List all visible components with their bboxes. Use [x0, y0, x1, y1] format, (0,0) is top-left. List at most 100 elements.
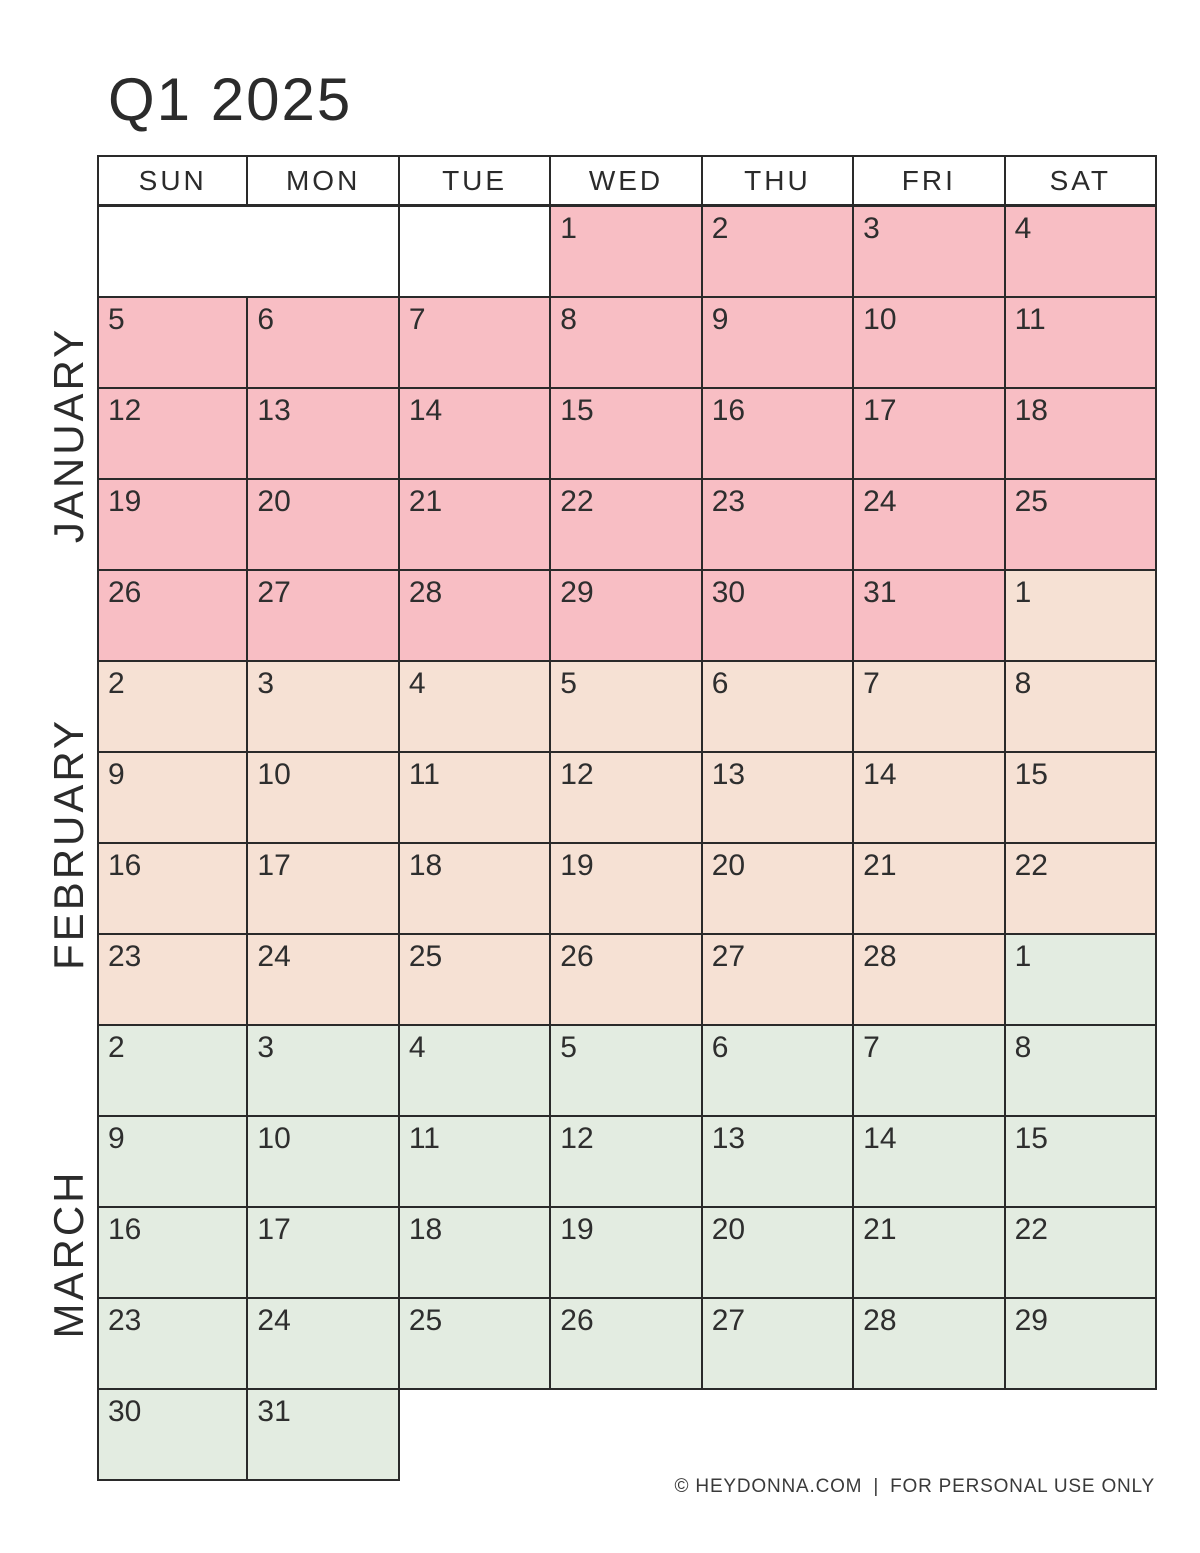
day-cell-january-27: 27 — [248, 571, 400, 662]
day-cell-march-10: 10 — [248, 1117, 400, 1208]
day-cell-february-23: 23 — [97, 935, 249, 1026]
day-cell-january-28: 28 — [399, 571, 552, 662]
blank-cell — [97, 207, 400, 298]
week-row-4: 19 20 21 22 23 24 25 — [97, 480, 1157, 571]
day-cell-march-27: 27 — [702, 1299, 855, 1390]
day-cell-february-18: 18 — [399, 844, 552, 935]
day-number: 6 — [257, 303, 275, 336]
day-number: 14 — [863, 1122, 897, 1155]
day-cell-february-7: 7 — [854, 662, 1006, 753]
day-number: 2 — [711, 212, 729, 245]
day-number: 26 — [560, 1304, 594, 1337]
month-label-march: MARCH — [45, 1169, 92, 1338]
day-number: 27 — [711, 940, 746, 973]
day-cell-january-2: 2 — [702, 207, 855, 298]
day-number: 9 — [711, 303, 729, 336]
day-number: 31 — [863, 576, 897, 609]
day-cell-march-13: 13 — [702, 1117, 855, 1208]
day-number: 10 — [257, 1122, 291, 1155]
day-number: 2 — [108, 667, 125, 700]
day-cell-january-5: 5 — [97, 298, 249, 389]
day-cell-january-16: 16 — [702, 389, 855, 480]
day-cell-february-22: 22 — [1005, 844, 1157, 935]
day-cell-march-6: 6 — [702, 1026, 855, 1117]
day-cell-january-11: 11 — [1005, 298, 1157, 389]
day-number: 9 — [108, 758, 125, 791]
day-number: 26 — [108, 576, 142, 609]
day-cell-february-16: 16 — [97, 844, 249, 935]
day-cell-march-5: 5 — [551, 1026, 703, 1117]
day-cell-january-13: 13 — [248, 389, 400, 480]
day-cell-february-19: 19 — [551, 844, 703, 935]
day-cell-january-31: 31 — [854, 571, 1006, 662]
day-cell-february-2: 2 — [97, 662, 249, 753]
week-row-11: 9 10 11 12 13 14 15 — [97, 1117, 1157, 1208]
day-number: 7 — [408, 303, 426, 336]
footer-copyright: © HEYDONNA.COM — [674, 1476, 863, 1497]
day-number: 28 — [863, 1304, 897, 1337]
day-number: 4 — [408, 667, 426, 700]
day-number: 31 — [257, 1395, 291, 1428]
day-cell-february-1: 1 — [1005, 571, 1157, 662]
day-number: 11 — [1014, 303, 1046, 336]
day-cell-january-21: 21 — [399, 480, 552, 571]
day-cell-march-2: 2 — [97, 1026, 249, 1117]
day-number: 2 — [108, 1031, 125, 1064]
day-number: 12 — [560, 1122, 594, 1155]
week-row-12: 16 17 18 19 20 21 22 — [97, 1208, 1157, 1299]
day-cell-january-26: 26 — [97, 571, 249, 662]
day-number: 3 — [863, 212, 880, 245]
day-number: 5 — [560, 1031, 577, 1064]
day-cell-february-17: 17 — [248, 844, 400, 935]
day-number: 19 — [108, 485, 142, 518]
day-cell-january-29: 29 — [551, 571, 703, 662]
week-row-7: 9 10 11 12 13 14 15 — [97, 753, 1157, 844]
day-cell-january-15: 15 — [551, 389, 703, 480]
week-row-8: 16 17 18 19 20 21 22 — [97, 844, 1157, 935]
day-cell-january-19: 19 — [97, 480, 249, 571]
day-number: 18 — [408, 1213, 443, 1246]
day-cell-february-28: 28 — [854, 935, 1006, 1026]
day-number: 21 — [863, 849, 897, 882]
weekday-header-fri: FRI — [854, 155, 1006, 207]
day-number: 5 — [108, 303, 125, 336]
day-number: 7 — [863, 1031, 880, 1064]
day-number: 27 — [257, 576, 291, 609]
day-number: 8 — [1014, 1031, 1032, 1064]
week-row-9: 23 24 25 26 27 28 1 — [97, 935, 1157, 1026]
day-cell-february-9: 9 — [97, 753, 249, 844]
day-cell-february-26: 26 — [551, 935, 703, 1026]
day-number: 11 — [408, 1122, 440, 1155]
day-number: 30 — [108, 1395, 142, 1428]
day-number: 24 — [257, 940, 291, 973]
month-label-february: FEBRUARY — [45, 718, 92, 970]
week-row-1: 1 2 3 4 — [97, 207, 1157, 298]
day-cell-march-20: 20 — [702, 1208, 855, 1299]
day-number: 15 — [1014, 1122, 1048, 1155]
day-number: 18 — [408, 849, 443, 882]
day-number: 25 — [408, 1304, 443, 1337]
day-cell-march-14: 14 — [854, 1117, 1006, 1208]
week-row-10: 2 3 4 5 6 7 8 — [97, 1026, 1157, 1117]
day-cell-march-30: 30 — [97, 1390, 249, 1481]
page-title: Q1 2025 — [108, 66, 353, 133]
weekday-header-wed: WED — [551, 155, 703, 207]
day-number: 17 — [257, 849, 291, 882]
day-number: 16 — [108, 849, 142, 882]
day-number: 12 — [560, 758, 594, 791]
day-number: 29 — [1014, 1304, 1048, 1337]
day-number: 21 — [408, 485, 443, 518]
day-number: 19 — [560, 849, 594, 882]
day-number: 25 — [1014, 485, 1048, 518]
day-cell-march-11: 11 — [399, 1117, 552, 1208]
weekday-header-tue: TUE — [399, 155, 552, 207]
day-cell-january-10: 10 — [854, 298, 1006, 389]
day-cell-march-22: 22 — [1005, 1208, 1157, 1299]
day-number: 25 — [408, 940, 443, 973]
empty-area — [400, 1390, 1157, 1481]
day-number: 20 — [711, 1213, 746, 1246]
week-row-13: 23 24 25 26 27 28 29 — [97, 1299, 1157, 1390]
day-number: 23 — [108, 940, 142, 973]
day-cell-february-15: 15 — [1005, 753, 1157, 844]
day-number: 27 — [711, 1304, 746, 1337]
